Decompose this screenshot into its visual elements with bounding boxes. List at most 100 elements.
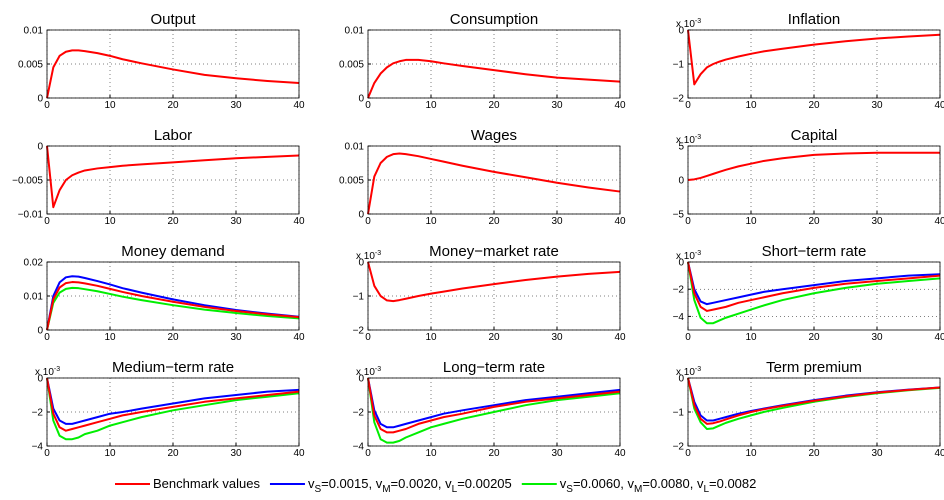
series-line	[687, 261, 941, 306]
x-tick-label: 20	[167, 448, 179, 459]
series-line	[46, 275, 300, 331]
x-tick-label: 20	[167, 332, 179, 343]
x-tick-label: 20	[808, 100, 820, 111]
legend-text: =0.0015, v	[321, 476, 383, 491]
y-tick-label: −1	[673, 408, 685, 419]
x-tick-label: 0	[44, 332, 50, 343]
legend-subscript: S	[314, 484, 321, 495]
y-tick-label: 0	[358, 210, 364, 221]
x-tick-label: 40	[934, 100, 944, 111]
plot-area	[47, 262, 299, 330]
x-tick-label: 10	[425, 216, 437, 227]
series-line	[46, 377, 300, 425]
series-line	[367, 58, 621, 99]
plot-area	[47, 30, 299, 98]
series-line	[687, 151, 940, 181]
y-tick-label: 0	[358, 374, 364, 385]
x-tick-label: 10	[425, 448, 437, 459]
plot-frame	[687, 261, 941, 331]
x-tick-label: 20	[488, 332, 500, 343]
legend-text: =0.00205	[457, 476, 512, 491]
scale-base: x 10	[356, 251, 375, 262]
x-tick-label: 0	[44, 448, 50, 459]
series-line	[367, 377, 621, 429]
x-tick-label: 20	[808, 216, 820, 227]
x-tick-label: 0	[685, 448, 691, 459]
scale-base: x 10	[676, 367, 695, 378]
scale-label: x 10-3	[676, 134, 701, 146]
panel-title: Short−term rate	[762, 243, 867, 260]
plot-frame	[46, 261, 300, 331]
y-tick-label: −2	[353, 326, 365, 337]
scale-label: x 10-3	[356, 366, 381, 378]
y-tick-label: 0.005	[339, 60, 364, 71]
y-tick-label: −1	[673, 60, 685, 71]
panel-title: Inflation	[788, 11, 841, 28]
x-tick-label: 30	[551, 216, 563, 227]
panel-title: Wages	[471, 127, 517, 144]
x-tick-label: 20	[808, 332, 820, 343]
series-line	[687, 29, 941, 86]
x-tick-label: 40	[934, 216, 944, 227]
series-line	[46, 286, 300, 331]
plot-area	[688, 30, 940, 98]
plot-frame	[46, 145, 300, 215]
plot-area	[368, 146, 620, 214]
x-tick-label: 40	[614, 448, 626, 459]
plot-area	[368, 262, 620, 330]
x-tick-label: 40	[293, 332, 305, 343]
scale-label: x 10-3	[35, 366, 60, 378]
legend-label: vS=0.0060, vM=0.0080, vL=0.0082	[560, 476, 757, 495]
x-tick-label: 10	[104, 100, 116, 111]
y-tick-label: 0	[37, 94, 43, 105]
x-tick-label: 10	[745, 100, 757, 111]
panel-title: Long−term rate	[443, 359, 545, 376]
plot-frame	[367, 145, 621, 215]
scale-base: x 10	[676, 135, 695, 146]
scale-exponent: -3	[695, 366, 701, 373]
panel-title: Output	[150, 11, 196, 28]
legend-subscript: M	[634, 484, 642, 495]
x-tick-label: 30	[230, 216, 242, 227]
y-tick-label: −2	[673, 94, 685, 105]
x-tick-label: 0	[685, 100, 691, 111]
y-tick-label: 0	[37, 374, 43, 385]
y-tick-label: −4	[32, 442, 44, 453]
x-tick-label: 20	[488, 448, 500, 459]
y-tick-label: −0.005	[12, 176, 43, 187]
plot-frame	[46, 377, 300, 447]
x-tick-label: 10	[745, 448, 757, 459]
plot-area	[688, 146, 940, 214]
y-tick-label: 0	[37, 326, 43, 337]
x-tick-label: 40	[614, 100, 626, 111]
x-tick-label: 10	[104, 448, 116, 459]
scale-base: x 10	[676, 251, 695, 262]
y-tick-label: 0.005	[339, 176, 364, 187]
scale-exponent: -3	[375, 250, 381, 257]
x-tick-label: 20	[167, 216, 179, 227]
plot-area	[368, 30, 620, 98]
series-line	[367, 152, 621, 215]
y-tick-label: 0.005	[18, 60, 43, 71]
x-tick-label: 0	[365, 216, 371, 227]
legend-subscript: S	[566, 484, 573, 495]
plot-area	[688, 262, 940, 330]
series-line	[367, 261, 621, 303]
y-tick-label: 0.01	[24, 292, 44, 303]
y-tick-label: −1	[353, 292, 365, 303]
plot-frame	[367, 29, 621, 99]
x-tick-label: 10	[745, 216, 757, 227]
series-line	[46, 145, 300, 209]
x-tick-label: 10	[104, 216, 116, 227]
x-tick-label: 10	[425, 100, 437, 111]
y-tick-label: −2	[353, 408, 365, 419]
y-tick-label: −2	[32, 408, 44, 419]
y-tick-label: 0.01	[345, 142, 365, 153]
panel-title: Medium−term rate	[112, 359, 234, 376]
y-tick-label: −0.01	[18, 210, 44, 221]
series-line	[46, 377, 300, 441]
series-line	[687, 261, 941, 325]
scale-exponent: -3	[54, 366, 60, 373]
x-tick-label: 30	[230, 332, 242, 343]
series-line	[46, 281, 300, 331]
